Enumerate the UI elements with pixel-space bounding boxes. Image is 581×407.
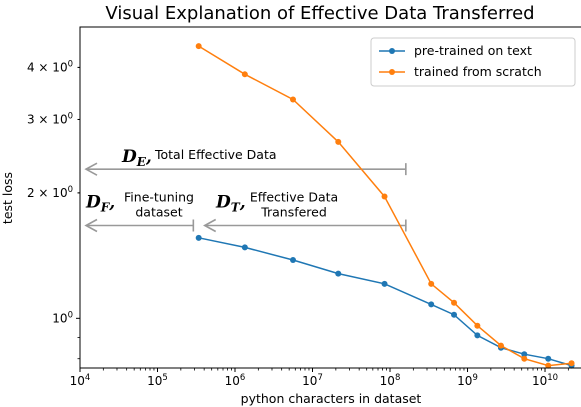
x-tick-label: 107 — [302, 373, 323, 388]
legend-label: trained from scratch — [414, 64, 542, 79]
series-point-0 — [381, 280, 388, 287]
x-tick-label: 108 — [380, 373, 401, 388]
series-point-1 — [381, 193, 388, 200]
series-point-0 — [451, 311, 458, 318]
y-axis-label: test loss — [0, 172, 15, 224]
chart-title: Visual Explanation of Effective Data Tra… — [105, 3, 534, 24]
series-point-1 — [474, 322, 481, 329]
series-point-1 — [428, 280, 435, 287]
x-tick-label: 105 — [147, 373, 168, 388]
symbol-d-f: DF, — [85, 192, 115, 214]
arrow-transfered-head — [203, 218, 217, 233]
annotation-fine-tuning-line: Fine-tuning — [124, 189, 194, 204]
series-point-1 — [521, 355, 528, 362]
arrow-fine-tuning-head — [84, 218, 98, 233]
plot-frame — [79, 26, 581, 369]
series-point-1 — [241, 71, 248, 78]
annotation-fine-tuning-line: dataset — [135, 204, 182, 219]
legend-swatch-marker — [389, 48, 395, 54]
series-point-0 — [474, 332, 481, 339]
legend-box — [370, 37, 576, 87]
y-tick-label: 100 — [52, 310, 73, 325]
series-line-1 — [198, 45, 572, 367]
x-axis-label: python characters in dataset — [241, 391, 422, 406]
series-point-0 — [545, 355, 552, 362]
series-point-0 — [195, 234, 202, 241]
series-point-0 — [521, 351, 528, 358]
series-point-0 — [289, 257, 296, 264]
series-point-0 — [428, 301, 435, 308]
axis-ticks: 104 105 106 107 108 109 1010 100 2 × 100 3 × 100 4… — [27, 59, 569, 388]
symbol-d-e: DE, — [121, 147, 152, 169]
x-tick-label: 109 — [457, 373, 478, 388]
series-point-1 — [545, 362, 552, 369]
series-point-1 — [568, 360, 575, 367]
arrow-total-effective-head — [84, 162, 98, 176]
legend-label: pre-trained on text — [414, 43, 532, 58]
y-tick-label: 3 × 100 — [27, 111, 73, 126]
series-point-1 — [497, 342, 504, 349]
x-tick-label: 104 — [70, 373, 91, 388]
x-tick-label: 106 — [225, 373, 246, 388]
y-tick-label: 2 × 100 — [27, 185, 73, 200]
series-point-1 — [335, 138, 342, 145]
series-line-0 — [198, 237, 572, 367]
legend-swatch-marker — [389, 69, 395, 75]
series-point-0 — [241, 244, 248, 251]
series-point-1 — [195, 43, 202, 50]
series-point-0 — [335, 270, 342, 277]
symbol-d-t: DT, — [215, 192, 246, 214]
annotation-total-effective-data: Total Effective Data — [154, 147, 277, 162]
series-point-1 — [289, 96, 296, 103]
annotation-transfered-line: Transfered — [260, 204, 327, 219]
y-tick-label: 4 × 100 — [27, 59, 73, 74]
series-layer — [195, 43, 575, 369]
legend: pre-trained on text trained from scratch — [370, 37, 576, 87]
x-tick-label: 1010 — [532, 373, 558, 388]
annotations: DE, Total Effective Data DF, Fine-tuningdat… — [84, 147, 407, 233]
series-point-1 — [451, 299, 458, 306]
annotation-transfered-line: Effective Data — [250, 189, 338, 204]
